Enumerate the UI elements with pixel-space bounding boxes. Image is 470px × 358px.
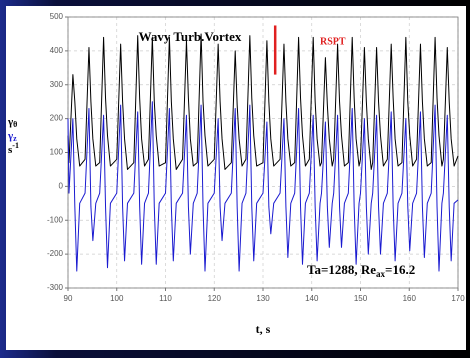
- annotation-main: Ta=1288, Re: [307, 262, 376, 277]
- y-tick-label: -200: [47, 249, 64, 258]
- y-tick-label: 500: [50, 12, 64, 21]
- x-axis-label: t, s: [256, 322, 271, 336]
- y-tick-label: 400: [50, 46, 64, 55]
- y-tick-label: 0: [59, 181, 64, 190]
- x-tick-label: 120: [208, 294, 222, 303]
- marker-label: RSPT: [320, 36, 346, 47]
- x-tick-label: 170: [451, 294, 465, 303]
- annotation: Ta=1288, Reax=16.2: [307, 262, 415, 279]
- x-tick-label: 90: [64, 294, 73, 303]
- series-line: [67, 33, 459, 170]
- panel: [6, 6, 466, 350]
- y-tick-label: -300: [47, 283, 64, 292]
- x-tick-label: 110: [159, 294, 172, 303]
- y-label-text: γ: [7, 116, 13, 128]
- x-tick-label: 100: [110, 294, 124, 303]
- y-label-part: γz: [7, 130, 17, 143]
- annotation-sub: ax: [376, 269, 386, 279]
- annotation-tail: =16.2: [385, 262, 415, 277]
- y-label-text: γ: [7, 130, 13, 142]
- chart-title: Wavy Turb.Vortex: [139, 29, 242, 44]
- y-tick-label: 200: [50, 114, 64, 123]
- y-label-sub: z: [13, 134, 17, 143]
- y-label-text: s: [8, 144, 13, 156]
- y-label-sub: θ: [13, 120, 17, 129]
- y-tick-label: 100: [50, 148, 64, 157]
- y-tick-label: -100: [47, 215, 64, 224]
- x-tick-label: 140: [305, 294, 319, 303]
- y-label-sup: -1: [12, 141, 19, 150]
- x-tick-label: 160: [403, 294, 417, 303]
- x-tick-label: 150: [354, 294, 368, 303]
- y-label-part: γθ: [7, 116, 17, 129]
- series-line: [67, 101, 459, 272]
- y-tick-label: 300: [50, 80, 64, 89]
- lines: [67, 33, 459, 272]
- x-tick-label: 130: [256, 294, 270, 303]
- y-label-part: s-1: [8, 141, 19, 156]
